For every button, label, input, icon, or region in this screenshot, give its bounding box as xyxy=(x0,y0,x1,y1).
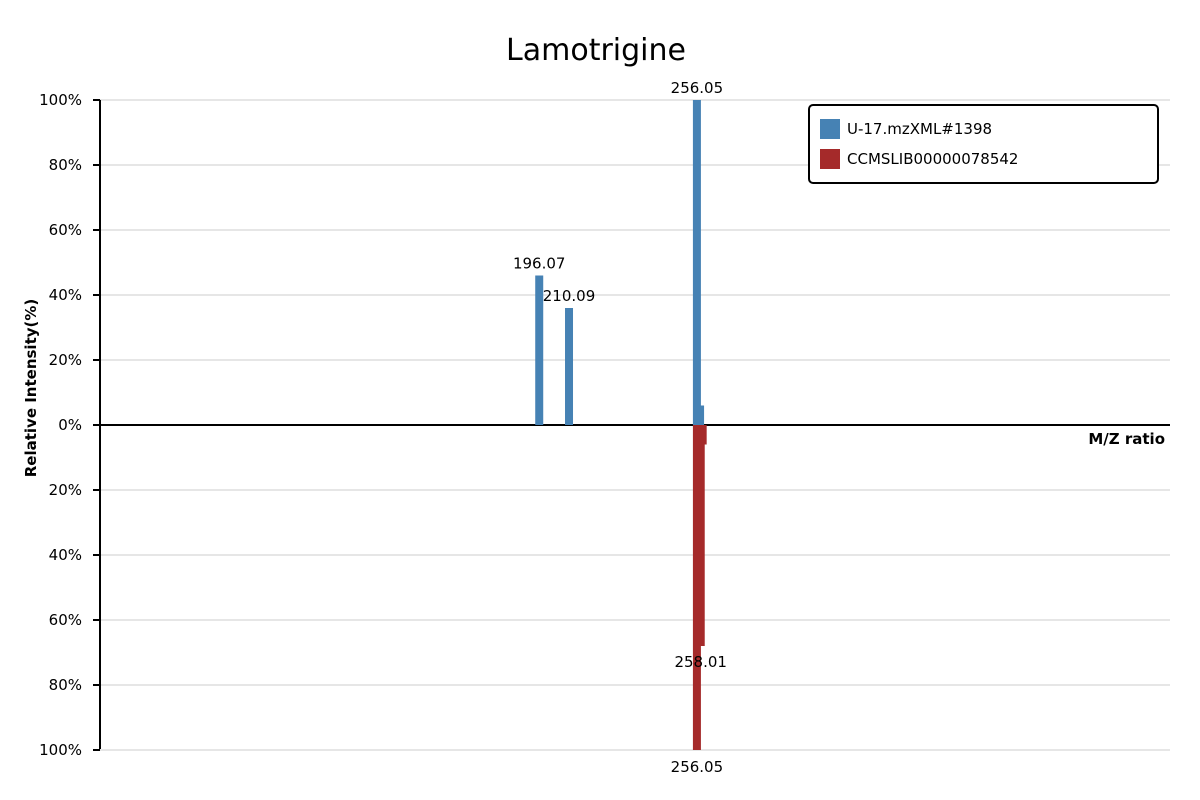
peak-bar xyxy=(702,425,707,445)
y-tick-label: 60% xyxy=(49,611,82,629)
peak-label: 258.01 xyxy=(674,653,727,671)
y-tick-label: 80% xyxy=(49,156,82,174)
y-tick-label: 100% xyxy=(39,741,82,759)
y-tick-label: 40% xyxy=(49,546,82,564)
peak-label: 256.05 xyxy=(671,79,724,97)
x-axis-title: M/Z ratio xyxy=(1088,430,1165,448)
y-tick-label: 0% xyxy=(58,416,82,434)
peak-bar xyxy=(535,275,544,425)
legend-swatch xyxy=(820,119,840,139)
y-tick-label: 40% xyxy=(49,286,82,304)
peak-bar xyxy=(565,308,574,425)
y-tick-label: 80% xyxy=(49,676,82,694)
peak-bar xyxy=(696,425,705,646)
chart-title: Lamotrigine xyxy=(506,33,686,68)
y-tick-label: 100% xyxy=(39,91,82,109)
y-axis-title: Relative Intensity(%) xyxy=(22,299,40,478)
legend-swatch xyxy=(820,149,840,169)
peak-label: 210.09 xyxy=(543,287,596,305)
legend-label: U-17.mzXML#1398 xyxy=(847,120,992,138)
peak-bar xyxy=(700,405,705,425)
peak-label: 256.05 xyxy=(671,758,724,776)
y-tick-label: 20% xyxy=(49,481,82,499)
legend-label: CCMSLIB00000078542 xyxy=(847,150,1018,168)
peak-label: 196.07 xyxy=(513,255,566,273)
legend-box xyxy=(808,104,1159,184)
peak-bar xyxy=(692,100,701,425)
y-tick-label: 60% xyxy=(49,221,82,239)
y-tick-label: 20% xyxy=(49,351,82,369)
